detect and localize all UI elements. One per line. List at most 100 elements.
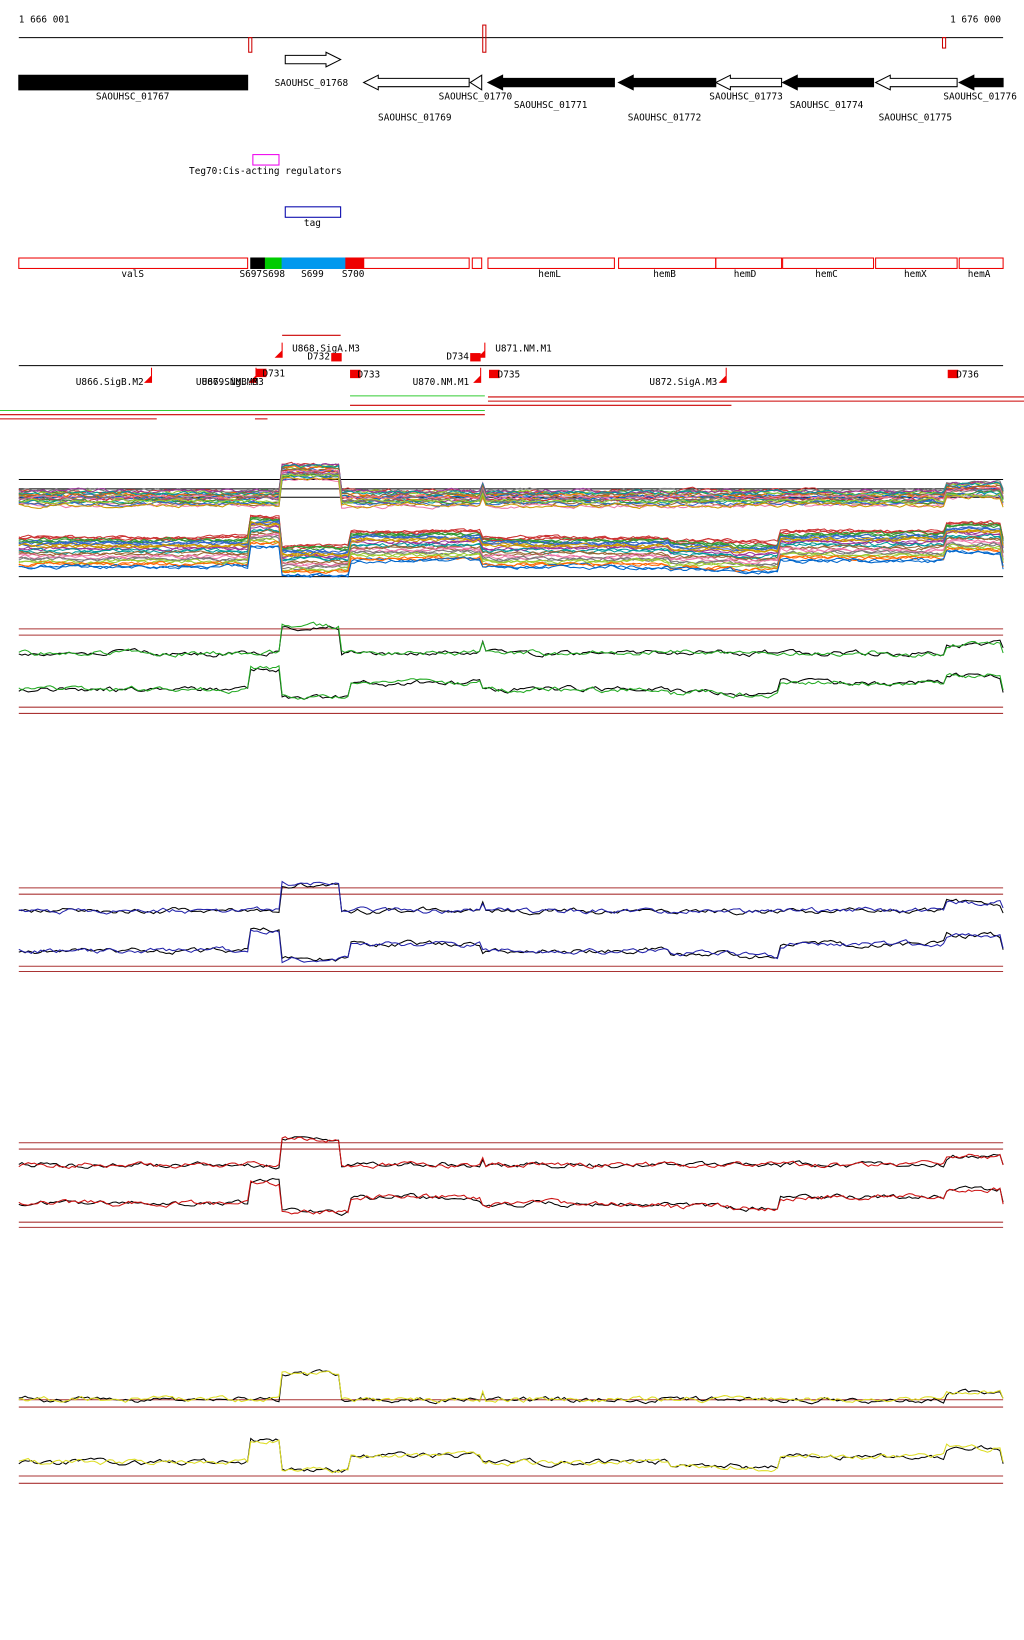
gene-label: SAOUHSC_01775 [879,113,953,124]
segment [250,257,266,269]
feature-label: D732 [307,352,330,363]
signal-trace [18,664,1004,701]
signal-trace [18,1439,1004,1474]
signal-trace [18,472,1004,505]
signal-trace [18,929,1004,964]
gene-arrow [781,74,875,91]
signal-trace [18,468,1004,501]
segment [363,257,470,269]
tag-box [284,206,342,218]
signal-trace [18,524,1004,560]
signal-trace [18,476,1004,510]
signal-trace [18,535,1004,571]
signal-trace [18,880,1004,915]
feature-flag [473,367,482,383]
segment [875,257,958,269]
regulator-label: Teg70:Cis-acting regulators [189,166,342,177]
tag-label: tag [304,218,321,229]
segment-label: hemB [653,269,676,280]
segment-label: hemX [904,269,927,280]
signal-trace [18,528,1004,562]
feature-mark [470,353,481,362]
feature-label: D735 [498,370,521,381]
feature-flag [143,367,153,383]
feature-label: U866.SigB.M2 [76,377,144,388]
gene-arrow [469,74,483,91]
feature-mark [947,369,959,379]
gene-arrow [958,74,1004,91]
feature-label: U872.SigA.M3 [649,377,717,388]
segment-label: hemA [968,269,991,280]
segment [487,257,615,269]
signal-trace [18,533,1004,568]
signal-trace [18,667,1004,700]
segment-label: S698 [262,269,285,280]
segment-label: S700 [342,269,365,280]
signal-trace [18,517,1004,551]
feature-mark [331,353,342,362]
feature-mark [350,369,361,379]
segment [471,257,483,269]
signal-trace [18,514,1004,550]
feature-label: D736 [956,370,979,381]
signal-trace [18,469,1004,504]
segment [281,257,347,269]
signal-trace [18,528,1004,563]
signal-trace [18,473,1004,505]
segment [618,257,717,269]
segment [958,257,1004,269]
segment-label: hemC [815,269,838,280]
ruler-marker [482,24,487,53]
gene-label: SAOUHSC_01773 [709,92,783,103]
ruler-marker [248,37,253,53]
feature-label: U869.NM.M3 [202,377,259,388]
signal-trace [18,519,1004,555]
segment-label: S699 [301,269,324,280]
ruler-marker [941,37,947,49]
signal-trace [18,523,1004,561]
feature-flag [718,367,727,383]
signal-trace [18,520,1004,558]
gene-label: SAOUHSC_01770 [439,92,513,103]
ruler-end: 1 676 000 [950,14,1001,25]
signal-trace [18,1136,1004,1170]
segment-label: hemL [538,269,561,280]
gene-arrow [362,74,470,91]
signal-tracks [18,461,1004,1484]
feature-label: D731 [262,368,285,379]
transcript-lines [0,334,1024,420]
gene-arrow [18,74,249,91]
feature-flag [477,342,486,358]
signal-trace [18,1370,1004,1404]
signal-trace [18,461,1004,495]
segment [782,257,875,269]
gene-label: SAOUHSC_01771 [514,100,588,111]
feature-label: U868.SigA.M3 [292,343,360,354]
signal-trace [18,463,1004,497]
signal-trace [18,533,1004,567]
signal-trace [18,625,1004,658]
gene-label: SAOUHSC_01776 [943,92,1017,103]
feature-label: U867.SigB.M3 [196,377,264,388]
signal-trace [18,539,1004,573]
feature-flag [274,342,283,358]
segment [345,257,365,269]
feature-label: D733 [358,370,381,381]
signal-trace [18,1437,1004,1473]
signal-trace [18,621,1004,658]
segment-label: valS [121,269,144,280]
segment [715,257,783,269]
gene-label: SAOUHSC_01772 [628,113,702,124]
ruler-start: 1 666 001 [19,14,70,25]
gene-label: SAOUHSC_01774 [790,100,864,111]
signal-trace [18,544,1004,578]
feature-mark [256,368,267,378]
gene-label: SAOUHSC_01767 [96,92,170,103]
feature-label: U871.NM.M1 [495,343,552,354]
feature-mark [489,369,500,379]
segment [18,257,249,269]
gene-arrow [874,74,958,91]
gene-arrow [617,74,717,91]
feature-label: U870.NM.M1 [413,377,470,388]
